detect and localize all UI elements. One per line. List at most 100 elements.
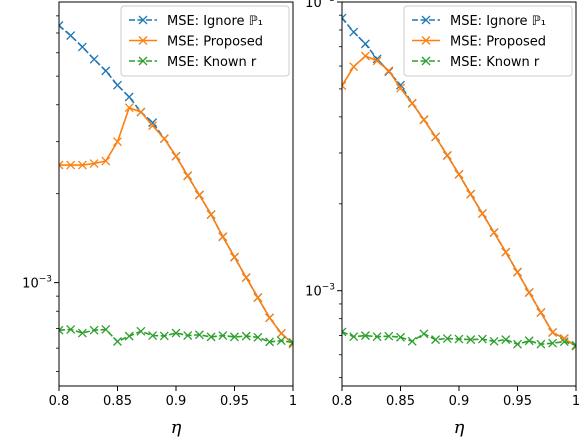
data-point-proposed bbox=[113, 137, 122, 147]
data-point-proposed bbox=[536, 308, 546, 318]
data-point-known-r bbox=[66, 325, 76, 334]
data-point-proposed bbox=[59, 160, 64, 170]
data-point-proposed bbox=[372, 56, 382, 66]
x-tick-label: 0.9 bbox=[449, 394, 470, 409]
legend-label: MSE: Proposed bbox=[167, 35, 263, 50]
data-point-known-r bbox=[477, 334, 487, 344]
data-point-ignore-p1 bbox=[349, 27, 359, 37]
data-point-proposed bbox=[159, 134, 169, 144]
data-point-known-r bbox=[524, 336, 534, 346]
data-point-known-r bbox=[206, 332, 216, 342]
data-point-proposed bbox=[466, 189, 476, 199]
data-point-known-r bbox=[407, 336, 417, 346]
y-tick-label: 10−3 bbox=[305, 0, 335, 11]
data-point-proposed bbox=[548, 327, 558, 337]
data-point-known-r bbox=[230, 332, 239, 342]
legend: MSE: Ignore ℙ₁ MSE: Proposed MSE: Known r bbox=[403, 5, 573, 77]
x-tick-label: 1 bbox=[289, 394, 297, 409]
data-point-known-r bbox=[124, 331, 134, 341]
data-point-known-r bbox=[384, 331, 394, 341]
data-point-known-r bbox=[442, 334, 452, 343]
data-point-proposed bbox=[171, 151, 181, 161]
data-point-proposed bbox=[419, 115, 429, 125]
x-tick-label: 0.8 bbox=[49, 394, 70, 409]
data-point-known-r bbox=[241, 331, 251, 341]
data-point-proposed bbox=[288, 339, 293, 349]
data-point-proposed bbox=[101, 156, 111, 166]
data-point-proposed bbox=[407, 98, 417, 108]
data-point-known-r bbox=[419, 329, 429, 339]
x-tick-label: 0.95 bbox=[503, 394, 532, 409]
data-point-proposed bbox=[230, 252, 239, 262]
data-point-proposed bbox=[477, 209, 487, 219]
legend-box bbox=[120, 5, 290, 77]
data-point-known-r bbox=[148, 331, 158, 340]
data-point-known-r bbox=[513, 339, 522, 349]
data-point-proposed bbox=[77, 160, 87, 170]
legend-label: MSE: Proposed bbox=[450, 35, 546, 50]
data-point-known-r bbox=[548, 338, 558, 348]
legend-swatch-marker bbox=[421, 36, 431, 45]
data-point-proposed bbox=[183, 171, 193, 181]
legend-box bbox=[403, 5, 573, 77]
x-axis-label: η bbox=[454, 417, 465, 438]
data-point-known-r bbox=[360, 331, 370, 341]
legend-swatch-marker bbox=[421, 15, 431, 25]
x-tick-label: 0.8 bbox=[332, 394, 353, 409]
data-point-ignore-p1 bbox=[77, 42, 87, 52]
legend: MSE: Ignore ℙ₁ MSE: Proposed MSE: Known r bbox=[120, 5, 290, 77]
legend-label: MSE: Ignore ℙ₁ bbox=[167, 14, 263, 29]
data-point-proposed bbox=[360, 51, 370, 61]
data-point-ignore-p1 bbox=[89, 54, 99, 64]
data-point-proposed bbox=[136, 107, 146, 117]
x-tick-label: 0.9 bbox=[166, 394, 187, 409]
data-point-proposed bbox=[265, 313, 275, 323]
data-point-known-r bbox=[113, 337, 122, 346]
data-point-proposed bbox=[66, 160, 76, 170]
x-tick-label: 0.85 bbox=[386, 394, 415, 409]
data-point-known-r bbox=[265, 337, 275, 347]
data-point-known-r bbox=[559, 337, 569, 347]
data-point-proposed bbox=[148, 121, 158, 131]
data-point-ignore-p1 bbox=[59, 21, 64, 30]
data-point-proposed bbox=[501, 247, 511, 257]
data-point-proposed bbox=[206, 210, 216, 220]
plot-area bbox=[59, 21, 293, 349]
data-point-proposed bbox=[194, 190, 204, 200]
data-point-ignore-p1 bbox=[342, 13, 347, 23]
series-line-proposed bbox=[342, 55, 576, 347]
data-point-proposed bbox=[489, 228, 499, 238]
data-point-ignore-p1 bbox=[372, 54, 382, 64]
data-point-known-r bbox=[171, 328, 181, 338]
data-point-known-r bbox=[396, 332, 405, 342]
data-point-known-r bbox=[253, 332, 263, 342]
plot-area bbox=[342, 13, 576, 351]
legend-swatch-marker bbox=[421, 56, 431, 66]
data-point-known-r bbox=[571, 340, 576, 350]
data-point-known-r bbox=[489, 336, 499, 346]
data-point-proposed bbox=[218, 232, 228, 242]
data-point-proposed bbox=[384, 66, 394, 76]
data-point-known-r bbox=[159, 331, 169, 341]
data-point-ignore-p1 bbox=[396, 80, 405, 90]
y-tick-label: 10−3 bbox=[22, 275, 52, 292]
y-tick-label: 10−3 bbox=[305, 283, 335, 300]
data-point-known-r bbox=[372, 332, 382, 342]
data-point-ignore-p1 bbox=[360, 39, 370, 49]
data-point-known-r bbox=[342, 327, 347, 337]
data-point-known-r bbox=[101, 325, 111, 334]
data-point-proposed bbox=[349, 62, 359, 72]
data-point-proposed bbox=[124, 103, 134, 113]
x-tick-label: 1 bbox=[572, 394, 580, 409]
data-point-known-r bbox=[431, 335, 441, 345]
legend-label: MSE: Known r bbox=[450, 55, 540, 70]
data-point-known-r bbox=[194, 330, 204, 340]
data-point-known-r bbox=[349, 332, 359, 342]
data-point-known-r bbox=[466, 335, 476, 345]
data-point-proposed bbox=[241, 273, 251, 283]
data-point-ignore-p1 bbox=[148, 118, 158, 128]
data-point-known-r bbox=[536, 339, 546, 349]
series-line-known-r bbox=[59, 328, 293, 344]
data-point-known-r bbox=[501, 335, 511, 345]
